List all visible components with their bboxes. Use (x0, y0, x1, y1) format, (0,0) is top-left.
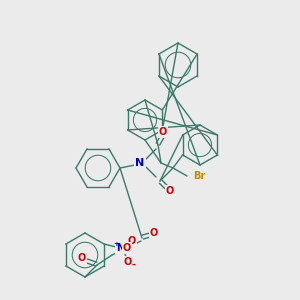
Text: O: O (150, 228, 158, 238)
Text: O: O (159, 127, 167, 137)
Text: O: O (124, 257, 132, 267)
Text: O: O (123, 243, 131, 253)
Text: N: N (135, 158, 145, 168)
Text: -: - (131, 260, 135, 270)
Text: O: O (78, 253, 86, 263)
Text: +: + (113, 241, 119, 247)
Text: Br: Br (193, 171, 205, 181)
Text: O: O (128, 236, 136, 246)
Text: O: O (166, 186, 174, 196)
Text: N: N (116, 243, 124, 253)
